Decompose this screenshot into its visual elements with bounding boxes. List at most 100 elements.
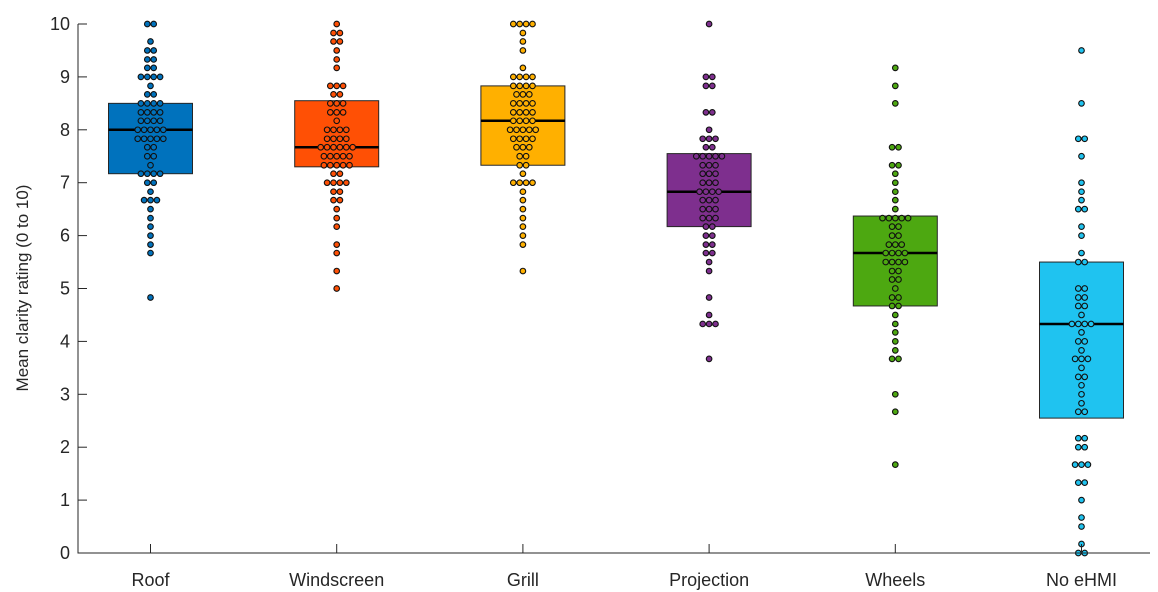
data-point: [702, 223, 710, 230]
data-point: [336, 135, 344, 143]
data-point: [699, 135, 707, 143]
data-point: [522, 135, 530, 143]
data-point: [1081, 135, 1089, 143]
data-point: [330, 135, 337, 143]
data-point: [134, 126, 142, 134]
data-point: [529, 108, 536, 116]
data-point: [529, 99, 536, 107]
data-point: [705, 294, 713, 301]
data-point: [708, 223, 716, 230]
data-point: [891, 99, 899, 107]
data-point: [156, 170, 164, 178]
data-point: [1081, 320, 1089, 328]
data-point: [516, 73, 524, 81]
data-point: [137, 117, 145, 125]
data-point: [895, 276, 902, 283]
data-point: [519, 38, 527, 45]
data-point: [147, 205, 154, 213]
data-point: [891, 408, 899, 416]
data-point: [519, 223, 527, 230]
data-point: [708, 232, 716, 239]
data-point: [336, 38, 344, 45]
data-point: [323, 179, 331, 187]
data-point: [901, 249, 909, 257]
data-point: [1081, 205, 1089, 213]
data-point: [150, 108, 158, 116]
data-point: [705, 258, 713, 266]
data-point: [712, 152, 719, 160]
data-point: [516, 108, 524, 116]
box-wheels: [852, 215, 938, 307]
data-point: [336, 179, 344, 187]
data-point: [891, 241, 899, 248]
data-point: [702, 143, 710, 151]
data-point: [888, 232, 896, 239]
data-point: [519, 188, 527, 196]
data-point: [147, 188, 154, 196]
data-point: [147, 161, 154, 169]
data-point: [712, 161, 719, 169]
data-point: [519, 29, 527, 37]
data-point: [143, 152, 151, 160]
data-point: [509, 108, 517, 116]
data-point: [137, 170, 145, 178]
data-point: [712, 196, 719, 204]
data-point: [159, 135, 167, 143]
data-point: [509, 73, 517, 81]
data-point: [882, 249, 890, 257]
data-point: [1084, 355, 1092, 363]
data-point: [336, 196, 344, 204]
data-point: [150, 91, 158, 98]
data-point: [895, 223, 902, 230]
data-point: [895, 258, 902, 266]
data-point: [705, 267, 713, 275]
data-point: [891, 390, 899, 398]
data-point: [323, 143, 331, 151]
data-point: [150, 99, 158, 107]
data-point: [1078, 329, 1085, 336]
data-point: [147, 82, 154, 90]
data-point: [140, 196, 148, 204]
y-tick-label: 4: [60, 331, 70, 351]
y-axis-label: Mean clarity rating (0 to 10): [13, 185, 32, 392]
data-point: [522, 108, 530, 116]
data-point: [1078, 152, 1085, 160]
data-point: [516, 99, 524, 107]
data-point: [1081, 258, 1089, 266]
data-point: [699, 320, 707, 328]
data-point: [516, 135, 524, 143]
data-point: [153, 135, 161, 143]
data-point: [333, 249, 341, 257]
data-point: [326, 152, 334, 160]
data-point: [888, 161, 896, 169]
data-point: [330, 38, 337, 45]
data-point: [519, 143, 527, 151]
data-point: [143, 56, 151, 63]
data-point: [891, 170, 899, 178]
y-tick-label: 1: [60, 490, 70, 510]
data-point: [888, 302, 896, 310]
data-point: [150, 47, 158, 54]
y-tick-label: 8: [60, 120, 70, 140]
data-point: [333, 20, 341, 28]
data-point: [702, 108, 710, 116]
data-point: [888, 355, 896, 363]
axes-layer: 0 1 2 3 4 5 6 7 8 9 10 Roof Windscreen Grill Projectio…: [50, 14, 1150, 590]
data-point: [509, 82, 517, 90]
data-point: [882, 258, 890, 266]
data-point: [525, 91, 533, 98]
data-point: [1074, 443, 1082, 451]
data-point: [342, 143, 350, 151]
data-point: [888, 223, 896, 230]
data-point: [1078, 249, 1085, 257]
data-point: [705, 126, 713, 134]
data-point: [330, 179, 337, 187]
data-point: [519, 64, 527, 72]
data-point: [140, 135, 148, 143]
data-point: [699, 196, 707, 204]
data-point: [1074, 479, 1082, 486]
data-point: [712, 320, 719, 328]
data-point: [346, 152, 353, 160]
data-point: [1078, 399, 1085, 407]
